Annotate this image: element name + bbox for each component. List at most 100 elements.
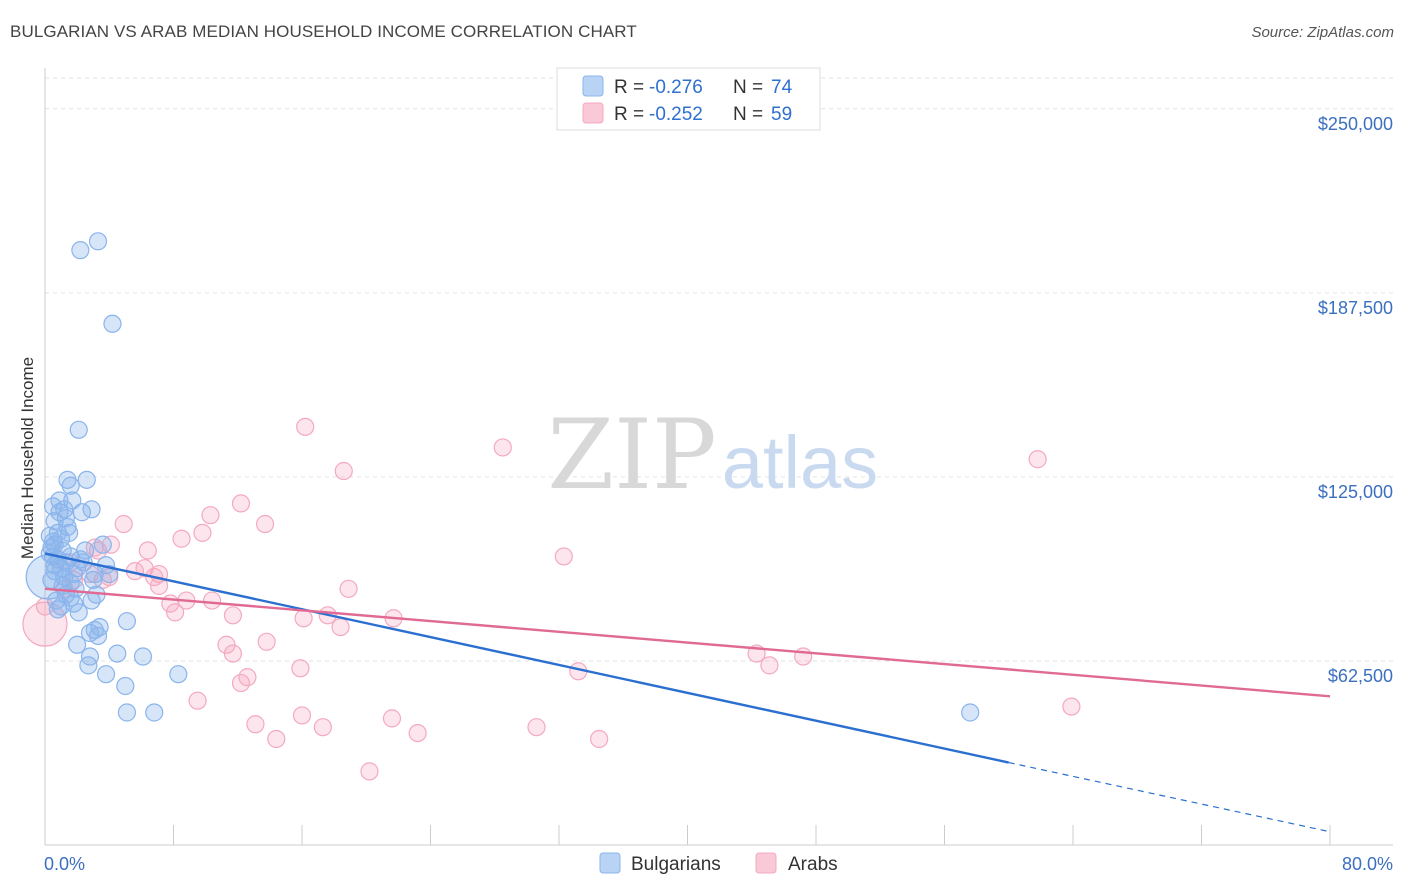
arab-point-0 — [296, 417, 315, 436]
trend-lines — [44, 552, 1331, 833]
arab-point-14 — [554, 547, 573, 566]
arabs-legend-label: Arabs — [788, 854, 838, 875]
arabs-trend-line — [44, 587, 1331, 698]
x-tick-label-max: 80.0% — [1342, 854, 1393, 874]
arab-point-52 — [267, 729, 286, 749]
arab-point-4 — [231, 494, 251, 513]
bulgarian-point-58 — [169, 665, 188, 684]
bulgarians-trend-extension — [1008, 761, 1331, 833]
bulgarian-point-5 — [77, 470, 96, 489]
bulgarian-point-71 — [25, 554, 71, 600]
arab-point-27 — [202, 591, 222, 610]
arab-point-5 — [201, 506, 220, 525]
bulgarian-point-61 — [145, 703, 164, 722]
bulgarians-n-label: N = — [733, 77, 763, 98]
arabs-n-label: N = — [733, 104, 763, 125]
arab-point-53 — [590, 729, 609, 749]
bulgarian-point-60 — [117, 703, 137, 722]
arab-point-47 — [292, 706, 312, 725]
arab-point-7 — [114, 514, 133, 534]
bulgarian-point-6 — [61, 476, 80, 495]
arab-point-36 — [223, 644, 243, 663]
bulgarian-point-3 — [69, 420, 88, 439]
x-tick-label-min: 0.0% — [44, 854, 85, 874]
bulgarians-r-label: R = — [614, 77, 644, 98]
arabs-r-value: -0.252 — [649, 104, 703, 125]
bulgarians-n-value: 74 — [771, 77, 793, 98]
arab-point-26 — [166, 603, 185, 622]
arab-point-8 — [193, 523, 212, 542]
arab-point-51 — [408, 723, 427, 743]
bulgarian-point-2 — [103, 314, 122, 333]
bulgarian-point-21 — [93, 535, 112, 554]
arab-point-1 — [493, 438, 512, 457]
bulgarian-point-53 — [108, 644, 127, 663]
y-tick-label-0: $62,500 — [1328, 666, 1393, 686]
bulgarian-point-70 — [84, 570, 103, 590]
stats-legend: R = -0.276 N = 74 R = -0.252 N = 59 — [556, 67, 821, 131]
y-tick-labels: $62,500 $125,000 $187,500 $250,000 — [1318, 114, 1393, 686]
chart-title: BULGARIAN VS ARAB MEDIAN HOUSEHOLD INCOM… — [10, 22, 637, 41]
bulgarians-legend-label: Bulgarians — [631, 854, 721, 875]
arab-point-11 — [88, 541, 108, 560]
bulgarian-point-51 — [88, 626, 108, 646]
watermark-zip: ZIP — [547, 399, 716, 511]
arabs-points — [22, 417, 1081, 781]
arab-point-40 — [291, 659, 310, 678]
arab-point-49 — [313, 718, 332, 737]
bulgarian-point-69 — [50, 503, 69, 522]
bulgarians-legend-swatch — [582, 75, 604, 97]
bulgarian-point-44 — [51, 597, 71, 616]
arab-point-44 — [188, 691, 207, 710]
bulgarian-point-62 — [961, 703, 980, 722]
arabs-bottom-swatch — [755, 852, 777, 874]
arab-point-46 — [246, 715, 265, 734]
bulgarian-point-56 — [79, 656, 98, 675]
arabs-r-label: R = — [614, 104, 644, 125]
arab-point-50 — [527, 718, 546, 737]
arab-point-29 — [223, 606, 243, 625]
watermark-atlas: atlas — [722, 421, 878, 504]
arab-point-24 — [339, 579, 358, 598]
arab-point-31 — [294, 609, 313, 628]
source-label: Source: ZipAtlas.com — [1251, 24, 1394, 41]
arab-point-12 — [138, 541, 157, 560]
watermark: ZIP atlas — [547, 399, 878, 511]
bulgarian-point-0 — [88, 232, 108, 251]
gridlines — [45, 77, 1393, 662]
bulgarian-point-66 — [47, 591, 66, 610]
bulgarian-point-72 — [66, 579, 85, 598]
bulgarian-point-67 — [76, 541, 95, 560]
bulgarian-point-52 — [68, 635, 87, 654]
arab-point-33 — [331, 617, 350, 637]
bulgarians-r-value: -0.276 — [649, 77, 703, 98]
arab-point-54 — [360, 762, 379, 781]
bulgarian-point-57 — [96, 665, 116, 684]
arab-point-45 — [1062, 697, 1081, 716]
bulgarian-point-59 — [116, 676, 135, 696]
bulgarians-bottom-swatch — [599, 852, 621, 874]
y-axis-title: Median Household Income — [18, 357, 37, 559]
y-tick-label-1: $125,000 — [1318, 482, 1393, 502]
bulgarian-point-55 — [133, 647, 153, 666]
axes — [44, 68, 1393, 846]
y-tick-label-2: $187,500 — [1318, 298, 1393, 318]
bulgarian-point-1 — [71, 241, 90, 260]
arab-point-9 — [172, 529, 191, 548]
bulgarian-point-68 — [59, 523, 79, 542]
bulgarian-point-12 — [72, 503, 92, 522]
arab-point-6 — [255, 514, 275, 534]
bulgarian-point-47 — [117, 612, 137, 631]
arab-point-43 — [231, 673, 251, 693]
arab-point-48 — [382, 709, 402, 728]
arab-point-2 — [1028, 450, 1047, 469]
y-tick-label-3: $250,000 — [1318, 114, 1393, 134]
series-legend: Bulgarians Arabs — [599, 852, 838, 875]
bulgarian-point-46 — [69, 603, 88, 622]
arabs-n-value: 59 — [771, 104, 792, 125]
arabs-legend-swatch — [582, 102, 604, 124]
bulgarian-point-73 — [100, 564, 119, 584]
arab-point-35 — [257, 632, 276, 651]
arab-point-39 — [760, 656, 779, 675]
